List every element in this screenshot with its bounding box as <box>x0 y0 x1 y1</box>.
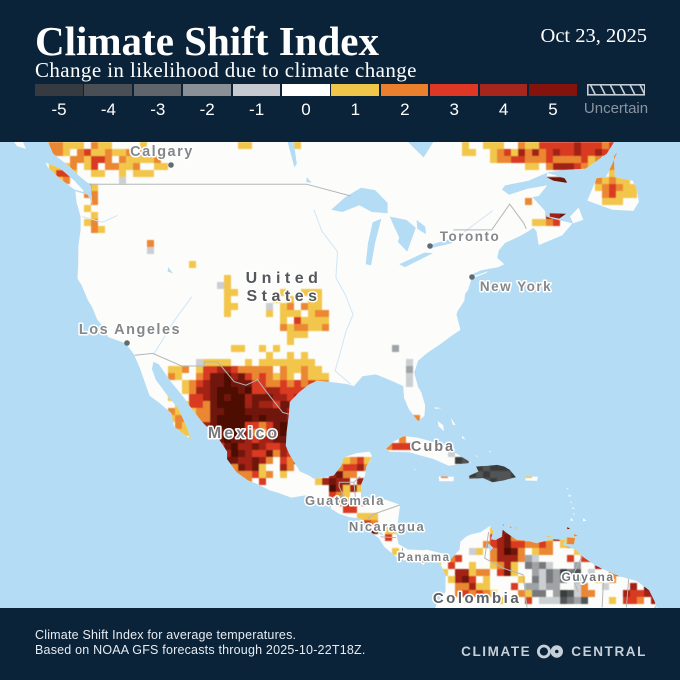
svg-text:Toronto: Toronto <box>440 229 500 244</box>
svg-text:Mexico: Mexico <box>208 425 280 442</box>
svg-text:Guatemala: Guatemala <box>305 493 385 508</box>
svg-text:Nicaragua: Nicaragua <box>349 519 425 534</box>
svg-text:States: States <box>246 288 321 305</box>
svg-text:Guyana: Guyana <box>561 570 614 584</box>
svg-text:Colombia: Colombia <box>433 590 521 607</box>
svg-text:Los Angeles: Los Angeles <box>79 322 181 338</box>
svg-text:Calgary: Calgary <box>130 144 194 160</box>
svg-text:Panama: Panama <box>397 552 450 564</box>
svg-text:United: United <box>246 270 323 287</box>
svg-text:New York: New York <box>480 279 552 294</box>
svg-text:Cuba: Cuba <box>411 439 455 455</box>
